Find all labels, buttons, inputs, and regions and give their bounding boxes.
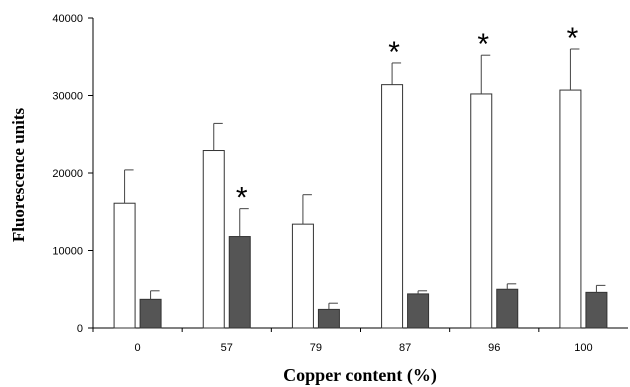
x-axis: 0 57 79 87 96 100	[92, 327, 628, 354]
bar-white	[381, 84, 404, 329]
bar-white	[202, 150, 225, 329]
bar-dark	[585, 291, 608, 329]
y-tick-label: 30000	[52, 91, 83, 103]
bar-dark	[139, 298, 162, 329]
significance-star: *	[567, 22, 579, 55]
x-tick-label: 87	[399, 342, 411, 354]
bar-dark	[317, 308, 340, 329]
bar-dark	[496, 288, 519, 329]
x-tick-label: 0	[135, 342, 141, 354]
y-axis: 0 10000 20000 30000 40000	[52, 13, 94, 335]
significance-star: *	[236, 182, 248, 215]
x-tick-label: 79	[310, 342, 322, 354]
bars	[113, 84, 608, 329]
x-tick-label: 100	[574, 342, 592, 354]
y-tick-label: 40000	[52, 13, 83, 25]
x-axis-title: Copper content (%)	[283, 365, 437, 386]
bar-white	[470, 93, 493, 329]
bar-white	[559, 89, 582, 329]
bar-white	[113, 202, 136, 329]
x-tick-label: 57	[221, 342, 233, 354]
error-bars	[124, 48, 606, 310]
x-tick-label: 96	[488, 342, 500, 354]
significance-star: *	[477, 28, 489, 61]
bar-dark	[228, 236, 251, 329]
y-tick-label: 10000	[52, 246, 83, 258]
significance-star: *	[388, 36, 400, 69]
bar-white	[291, 223, 314, 329]
significance-markers: * * * *	[236, 22, 579, 215]
bar-dark	[407, 293, 430, 329]
y-tick-label: 20000	[52, 168, 83, 180]
y-axis-title: Fluorescence units	[9, 107, 28, 242]
y-tick-label: 0	[77, 323, 83, 335]
